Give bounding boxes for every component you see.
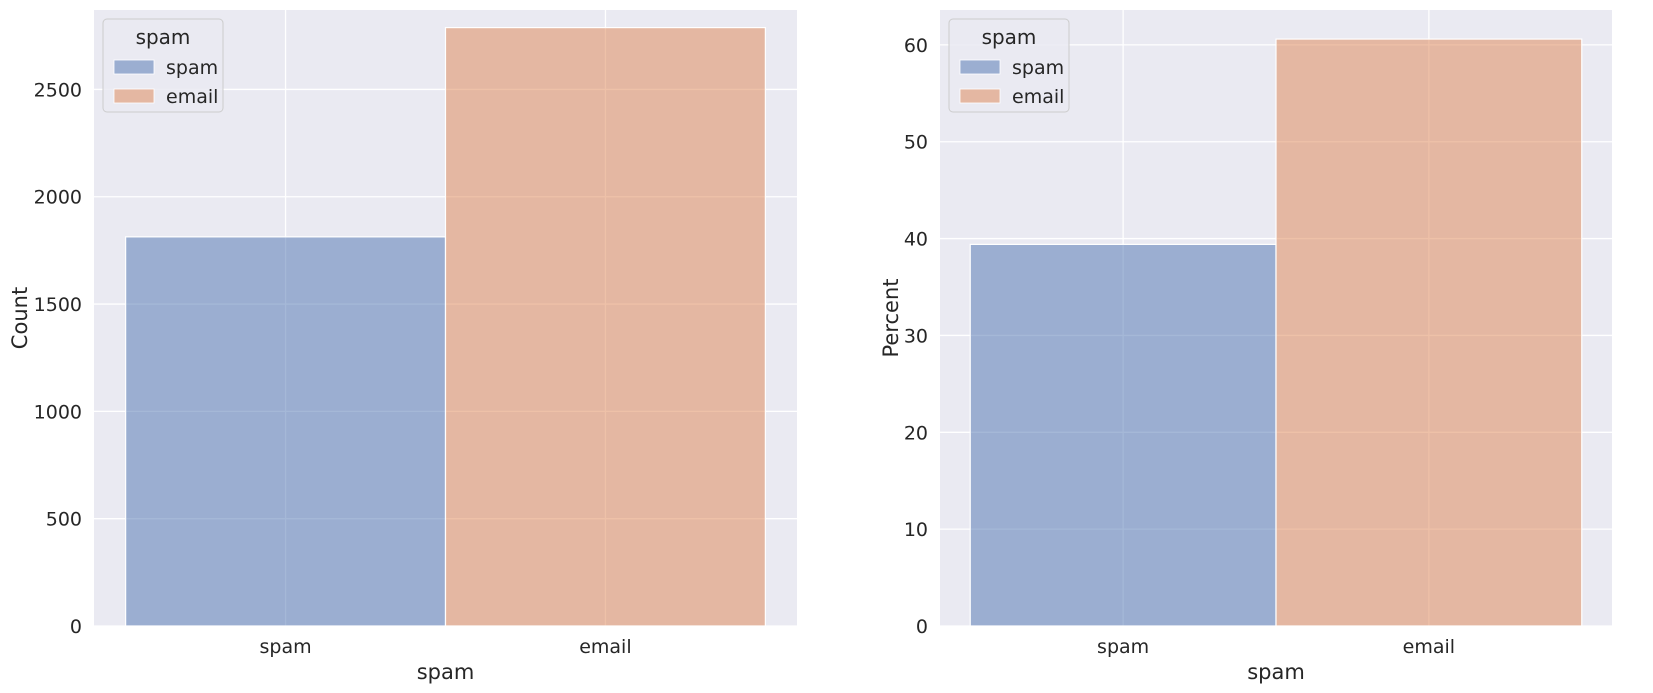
y-tick-label: 0 bbox=[70, 616, 82, 638]
legend: spam spam email bbox=[948, 18, 1070, 113]
legend-label-email: email bbox=[1012, 86, 1064, 108]
x-axis-label: spam bbox=[1247, 660, 1305, 684]
legend: spam spam email bbox=[102, 18, 224, 113]
y-tick-label: 60 bbox=[904, 35, 928, 57]
legend-label-email: email bbox=[166, 86, 218, 108]
y-tick-label: 40 bbox=[904, 229, 928, 251]
bar-spam bbox=[969, 243, 1277, 627]
y-tick-label: 50 bbox=[904, 132, 928, 154]
x-tick-label: spam bbox=[1097, 636, 1149, 658]
y-tick-label: 2000 bbox=[34, 187, 82, 209]
x-tick-label: email bbox=[579, 636, 631, 658]
y-tick-label: 1500 bbox=[34, 294, 82, 316]
y-tick-label: 10 bbox=[904, 519, 928, 541]
bar-email bbox=[444, 27, 766, 627]
x-tick-label: spam bbox=[260, 636, 312, 658]
y-axis-label: Percent bbox=[879, 278, 903, 357]
legend-swatch-email bbox=[113, 88, 155, 104]
y-tick-label: 0 bbox=[916, 616, 928, 638]
chart-panel-1: 0 500 1000 1500 2000 2500 spam email spam Count sp… bbox=[8, 10, 797, 684]
y-tick-label: 1000 bbox=[34, 401, 82, 423]
bar-email bbox=[1275, 38, 1583, 627]
legend-title: spam bbox=[982, 25, 1037, 49]
legend-label-spam: spam bbox=[1012, 57, 1064, 79]
legend-swatch-email bbox=[959, 88, 1001, 104]
y-axis-label: Count bbox=[8, 287, 32, 349]
legend-swatch-spam bbox=[959, 59, 1001, 75]
legend-title: spam bbox=[136, 25, 191, 49]
y-tick-label: 500 bbox=[46, 509, 82, 531]
y-tick-label: 20 bbox=[904, 422, 928, 444]
y-tick-label: 30 bbox=[904, 325, 928, 347]
x-tick-label: email bbox=[1403, 636, 1455, 658]
y-tick-label: 2500 bbox=[34, 79, 82, 101]
x-axis-label: spam bbox=[417, 660, 475, 684]
legend-swatch-spam bbox=[113, 59, 155, 75]
bar-spam bbox=[125, 236, 447, 627]
legend-label-spam: spam bbox=[166, 57, 218, 79]
